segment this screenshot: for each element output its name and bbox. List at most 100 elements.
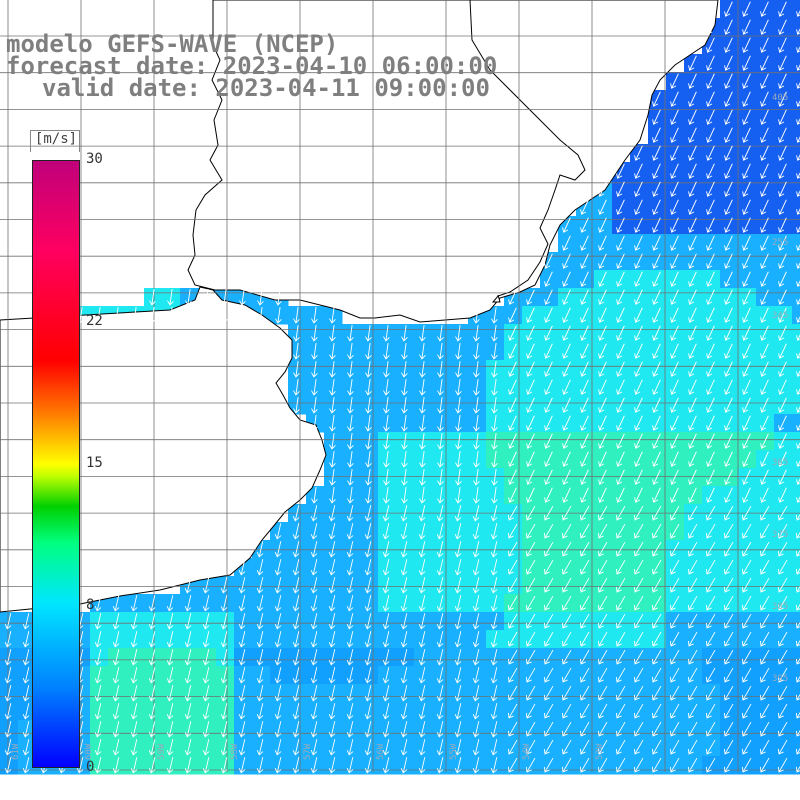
wind-arrow [401,325,408,342]
wind-arrow [508,397,517,413]
wind-arrow [687,667,698,683]
wind-arrow [418,667,426,684]
wind-arrow [795,505,800,521]
wind-arrow [777,541,788,557]
wind-arrow [328,685,336,702]
lon-label: 55W [449,743,459,760]
wind-arrow [382,595,390,612]
wind-arrow [634,469,643,485]
wind-arrow [310,649,318,666]
wind-arrow [670,433,679,449]
wind-arrow [778,145,787,161]
wind-arrow [347,415,354,432]
wind-arrow [454,541,462,558]
wind-arrow [203,307,210,324]
wind-arrow [473,397,480,414]
wind-arrow [4,613,12,630]
wind-arrow [292,721,300,738]
wind-arrow [202,595,210,612]
wind-arrow [437,433,444,450]
wind-arrow [634,361,643,377]
wind-arrow [634,145,643,161]
wind-arrow [760,1,769,17]
wind-arrow [669,577,680,593]
wind-arrow [364,577,372,594]
wind-arrow [507,703,518,719]
wind-arrow [616,181,625,197]
wind-arrow [148,685,156,702]
wind-arrow [365,451,372,468]
wind-arrow [616,271,625,287]
wind-cell [792,54,800,73]
wind-arrow [796,73,800,89]
wind-arrow [652,325,661,341]
wind-arrow [22,721,30,738]
wind-arrow [473,415,480,432]
wind-cell [792,666,800,685]
wind-arrow [634,343,643,359]
wind-arrow [579,649,590,665]
wind-arrow [490,721,498,738]
wind-arrow [616,199,625,215]
lat-label: 375 [772,530,788,540]
wind-arrow [760,415,769,431]
wind-arrow [472,757,480,774]
wind-arrow [634,397,643,413]
wind-arrow [507,541,518,557]
wind-arrow [796,451,800,467]
wind-arrow [615,703,626,719]
wind-arrow [651,685,662,701]
wind-arrow [615,631,626,647]
wind-arrow [705,595,716,611]
wind-arrow [777,559,788,575]
wind-arrow [616,307,625,323]
wind-arrow [634,289,643,305]
wind-arrow [436,577,444,594]
wind-arrow [490,703,498,720]
wind-arrow [598,415,607,431]
wind-arrow [4,685,12,702]
wind-arrow [149,289,156,306]
wind-arrow [544,361,553,377]
wind-arrow [723,505,734,521]
wind-arrow [597,757,608,773]
wind-cell [792,738,800,757]
wind-arrow [670,271,679,287]
wind-arrow [724,469,733,485]
wind-arrow [4,739,12,756]
wind-arrow [561,613,572,629]
wind-arrow [705,757,716,773]
wind-arrow [437,415,444,432]
wind-arrow [652,343,661,359]
wind-arrow [472,505,480,522]
wind-arrow [597,667,608,683]
wind-cell [792,90,800,109]
wind-arrow [777,703,788,719]
wind-arrow [256,739,264,756]
wind-arrow [525,577,536,593]
lat-label: 365 [772,458,788,468]
wind-arrow [508,307,517,323]
wind-arrow [94,649,102,666]
wind-arrow [382,505,390,522]
wind-arrow [616,289,625,305]
wind-arrow [148,649,156,666]
wind-arrow [525,505,536,521]
wind-arrow [166,685,174,702]
wind-arrow [742,289,751,305]
wind-arrow [202,721,210,738]
wind-arrow [759,613,770,629]
wind-arrow [310,667,318,684]
wind-arrow [706,109,715,125]
wind-arrow [777,613,788,629]
wind-arrow [274,721,282,738]
wind-arrow [634,217,643,233]
wind-arrow [490,685,498,702]
wind-arrow [706,397,715,413]
wind-arrow [688,109,697,125]
wind-arrow [400,649,408,666]
wind-arrow [436,559,444,576]
wind-arrow [562,433,571,449]
wind-cell [792,558,800,577]
wind-arrow [778,361,787,377]
